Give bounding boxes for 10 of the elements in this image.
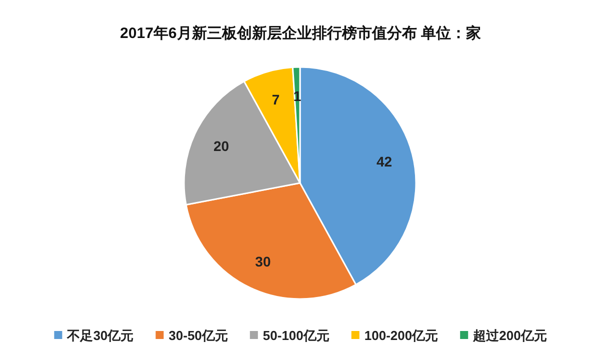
legend-label: 100-200亿元 xyxy=(364,328,438,343)
data-label: 42 xyxy=(376,153,392,170)
legend-label: 30-50亿元 xyxy=(168,328,228,343)
data-label: 7 xyxy=(272,91,280,108)
legend-label: 超过200亿元 xyxy=(472,328,547,343)
chart-title: 2017年6月新三板创新层企业排行榜市值分布 单位：家 xyxy=(120,24,481,42)
legend-label: 不足30亿元 xyxy=(66,328,134,343)
data-label: 20 xyxy=(213,138,230,154)
data-label: 30 xyxy=(255,254,271,270)
legend-label: 50-100亿元 xyxy=(262,328,330,343)
